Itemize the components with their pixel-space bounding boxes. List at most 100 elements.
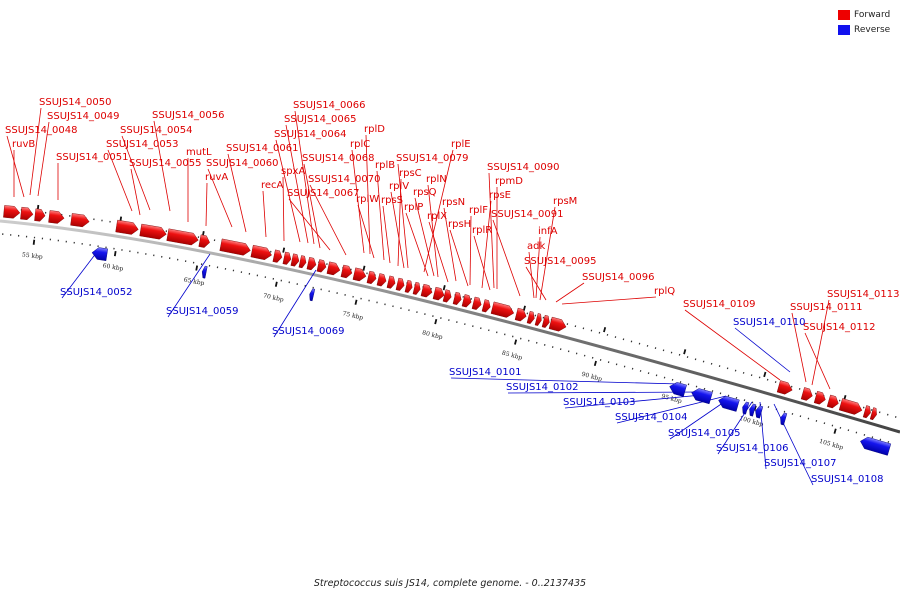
forward-gene-arrow[interactable] (514, 307, 528, 322)
reverse-gene-arrow[interactable] (859, 435, 892, 456)
forward-gene-arrow[interactable] (869, 407, 878, 421)
forward-gene-arrow[interactable] (452, 291, 463, 305)
forward-gene-label-ssujs14-0067[interactable]: SSUJS14_0067 (287, 188, 360, 199)
forward-gene-label-rplx[interactable]: rplX (427, 211, 447, 222)
forward-gene-label-rpln[interactable]: rplN (426, 174, 447, 185)
reverse-gene-arrow[interactable] (779, 412, 788, 426)
reverse-gene-arrow[interactable] (717, 394, 740, 412)
reverse-gene-arrow[interactable] (741, 401, 750, 415)
forward-gene-label-reca[interactable]: recA (261, 180, 284, 191)
forward-gene-label-ssujs14-0090[interactable]: SSUJS14_0090 (487, 162, 560, 173)
forward-gene-label-ssujs14-0079[interactable]: SSUJS14_0079 (396, 153, 469, 164)
forward-gene-label-rplv[interactable]: rplV (389, 181, 409, 192)
forward-gene-label-ssujs14-0095[interactable]: SSUJS14_0095 (524, 256, 597, 267)
forward-gene-label-rplb[interactable]: rplB (375, 160, 395, 171)
forward-gene-arrow[interactable] (432, 286, 446, 301)
reverse-gene-label-ssujs14-0052[interactable]: SSUJS14_0052 (60, 287, 133, 298)
forward-gene-arrow[interactable] (481, 299, 492, 313)
forward-gene-arrow[interactable] (166, 228, 200, 246)
forward-gene-arrow[interactable] (272, 249, 283, 263)
forward-gene-label-ssujs14-0060[interactable]: SSUJS14_0060 (206, 158, 279, 169)
forward-gene-arrow[interactable] (412, 281, 422, 295)
forward-gene-label-ssujs14-0051[interactable]: SSUJS14_0051 (56, 152, 129, 163)
reverse-gene-label-ssujs14-0106[interactable]: SSUJS14_0106 (716, 443, 789, 454)
forward-gene-label-ssujs14-0056[interactable]: SSUJS14_0056 (152, 110, 225, 121)
forward-gene-label-rplc[interactable]: rplC (350, 139, 370, 150)
forward-gene-label-ssujs14-0054[interactable]: SSUJS14_0054 (120, 125, 193, 136)
forward-gene-label-rplr[interactable]: rplR (472, 225, 492, 236)
forward-gene-arrow[interactable] (442, 289, 453, 303)
forward-gene-label-rplf[interactable]: rplF (469, 205, 488, 216)
forward-gene-arrow[interactable] (366, 270, 378, 285)
forward-gene-label-ssujs14-0111[interactable]: SSUJS14_0111 (790, 302, 863, 313)
forward-gene-label-rpld[interactable]: rplD (364, 124, 385, 135)
reverse-gene-arrow[interactable] (308, 288, 316, 302)
forward-gene-label-ssujs14-0066[interactable]: SSUJS14_0066 (293, 100, 366, 111)
reverse-gene-arrow[interactable] (91, 247, 108, 261)
forward-gene-arrow[interactable] (420, 283, 434, 298)
forward-gene-label-rpss[interactable]: rpsS (381, 195, 403, 206)
forward-gene-arrow[interactable] (838, 398, 863, 416)
forward-gene-arrow[interactable] (34, 208, 46, 222)
forward-gene-arrow[interactable] (386, 275, 397, 289)
forward-gene-arrow[interactable] (282, 251, 292, 265)
forward-gene-label-rpsh[interactable]: rpsH (448, 219, 471, 230)
forward-gene-arrow[interactable] (813, 390, 827, 405)
reverse-gene-arrow[interactable] (201, 265, 208, 279)
forward-gene-label-ssujs14-0050[interactable]: SSUJS14_0050 (39, 97, 112, 108)
forward-gene-arrow[interactable] (541, 314, 551, 328)
reverse-gene-label-ssujs14-0059[interactable]: SSUJS14_0059 (166, 306, 239, 317)
forward-gene-arrow[interactable] (376, 273, 388, 287)
forward-gene-arrow[interactable] (48, 210, 65, 224)
reverse-gene-label-ssujs14-0069[interactable]: SSUJS14_0069 (272, 326, 345, 337)
forward-gene-arrow[interactable] (326, 261, 341, 276)
forward-gene-arrow[interactable] (250, 244, 273, 261)
forward-gene-label-ruva[interactable]: ruvA (205, 172, 228, 183)
reverse-gene-label-ssujs14-0103[interactable]: SSUJS14_0103 (563, 397, 636, 408)
reverse-gene-arrow[interactable] (754, 405, 764, 419)
forward-gene-arrow[interactable] (776, 380, 794, 395)
forward-gene-arrow[interactable] (219, 238, 252, 257)
reverse-gene-label-ssujs14-0108[interactable]: SSUJS14_0108 (811, 474, 884, 485)
forward-gene-arrow[interactable] (306, 257, 317, 271)
forward-gene-label-rpsq[interactable]: rpsQ (413, 187, 437, 198)
forward-gene-arrow[interactable] (490, 301, 515, 319)
forward-gene-arrow[interactable] (290, 253, 300, 267)
reverse-gene-arrow[interactable] (668, 381, 687, 397)
reverse-gene-label-ssujs14-0110[interactable]: SSUJS14_0110 (733, 317, 806, 328)
forward-gene-label-ssujs14-0049[interactable]: SSUJS14_0049 (47, 111, 120, 122)
forward-gene-arrow[interactable] (340, 264, 353, 279)
reverse-gene-label-ssujs14-0101[interactable]: SSUJS14_0101 (449, 367, 522, 378)
forward-gene-arrow[interactable] (826, 394, 840, 409)
forward-gene-label-ssujs14-0109[interactable]: SSUJS14_0109 (683, 299, 756, 310)
forward-gene-label-ssujs14-0048[interactable]: SSUJS14_0048 (5, 125, 78, 136)
forward-gene-label-rpse[interactable]: rpsE (489, 190, 511, 201)
reverse-gene-label-ssujs14-0105[interactable]: SSUJS14_0105 (668, 428, 741, 439)
forward-gene-arrow[interactable] (548, 316, 568, 333)
forward-gene-label-ssujs14-0091[interactable]: SSUJS14_0091 (491, 209, 564, 220)
reverse-gene-arrow[interactable] (748, 403, 757, 417)
forward-gene-label-ssujs14-0112[interactable]: SSUJS14_0112 (803, 322, 876, 333)
reverse-gene-arrow[interactable] (690, 387, 713, 405)
forward-gene-label-ssujs14-0064[interactable]: SSUJS14_0064 (274, 129, 347, 140)
forward-gene-label-ssujs14-0070[interactable]: SSUJS14_0070 (308, 174, 381, 185)
forward-gene-label-adk[interactable]: adk (527, 241, 545, 252)
forward-gene-arrow[interactable] (395, 277, 406, 291)
forward-gene-label-rplw[interactable]: rplW (356, 194, 379, 205)
forward-gene-arrow[interactable] (404, 279, 414, 293)
forward-gene-label-ssujs14-0113[interactable]: SSUJS14_0113 (827, 289, 900, 300)
forward-gene-label-ruvb[interactable]: ruvB (12, 139, 35, 150)
forward-gene-label-rpsc[interactable]: rpsC (399, 168, 422, 179)
forward-gene-arrow[interactable] (20, 206, 34, 220)
forward-gene-label-ssujs14-0068[interactable]: SSUJS14_0068 (302, 153, 375, 164)
forward-gene-arrow[interactable] (3, 205, 21, 219)
forward-gene-label-rplp[interactable]: rplP (404, 202, 423, 213)
forward-gene-label-infa[interactable]: infA (538, 226, 558, 237)
forward-gene-label-ssujs14-0053[interactable]: SSUJS14_0053 (106, 139, 179, 150)
forward-gene-label-spxa[interactable]: spxA (281, 166, 305, 177)
forward-gene-arrow[interactable] (526, 311, 536, 324)
forward-gene-label-mutl[interactable]: mutL (186, 147, 212, 158)
forward-gene-arrow[interactable] (70, 213, 90, 228)
forward-gene-label-rpsm[interactable]: rpsM (553, 196, 577, 207)
reverse-gene-label-ssujs14-0102[interactable]: SSUJS14_0102 (506, 382, 579, 393)
